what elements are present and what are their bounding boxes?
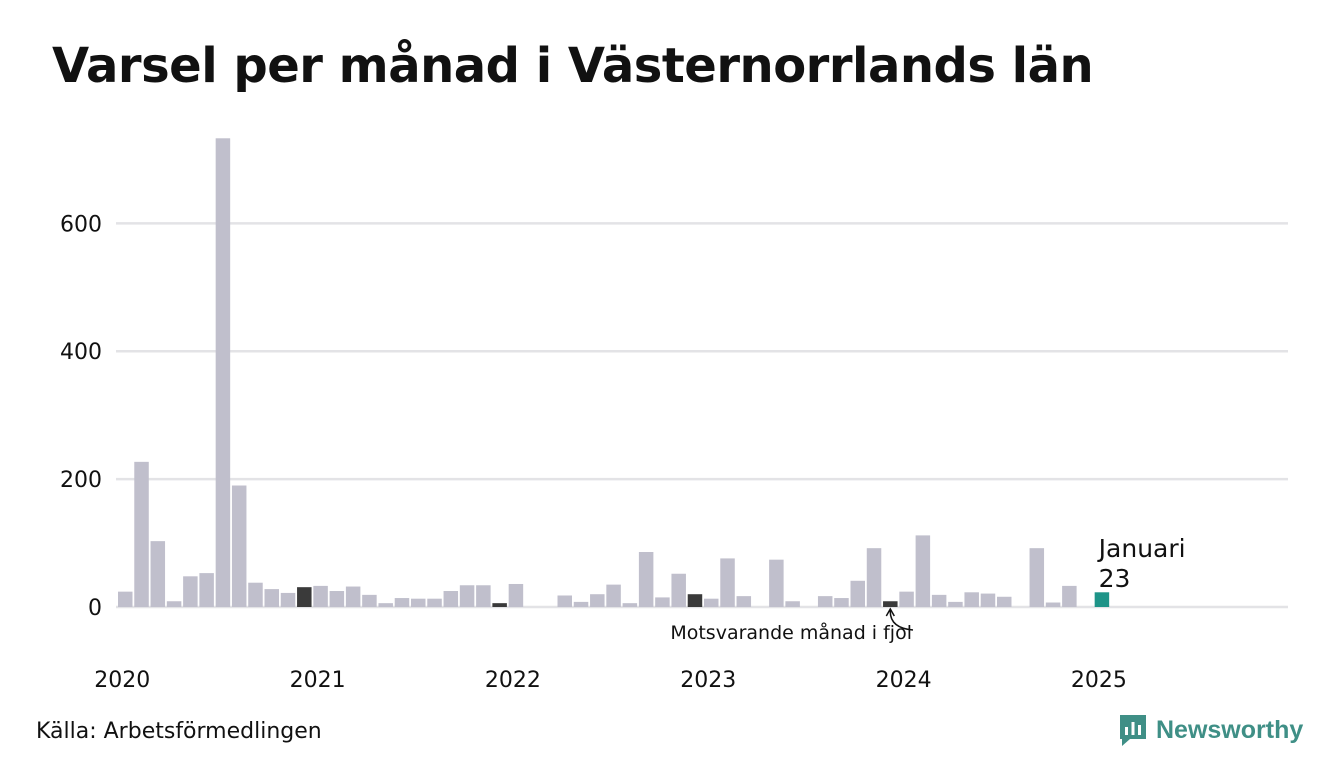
bar-2022-12 <box>687 594 703 607</box>
bar-2023-05 <box>769 559 784 607</box>
bar-2024-09 <box>1029 548 1045 607</box>
bar-2021-07 <box>411 598 426 607</box>
bar-2024-05 <box>964 592 979 607</box>
bar-2023-03 <box>736 596 752 607</box>
bar-2025-01 <box>1094 592 1110 607</box>
newsworthy-logo-icon <box>1120 715 1146 746</box>
bar-2021-02 <box>329 591 345 607</box>
y-axis: 0 200 400 600 <box>60 212 102 621</box>
bar-2020-10 <box>264 589 279 607</box>
bar-2021-04 <box>362 594 377 607</box>
bar-2024-04 <box>948 601 963 607</box>
bar-2021-08 <box>427 598 442 607</box>
last-year-arrow <box>889 609 914 631</box>
bar-2020-07 <box>215 138 231 607</box>
bar-2022-11 <box>671 573 686 607</box>
bar-2022-10 <box>655 597 670 607</box>
bar-2024-03 <box>931 594 947 607</box>
y-tick-label: 200 <box>60 468 102 493</box>
x-tick-label: 2024 <box>876 668 932 693</box>
bar-2024-10 <box>1045 602 1061 607</box>
bar-2021-03 <box>345 586 361 607</box>
bar-2023-01 <box>704 598 719 607</box>
source-text: Källa: Arbetsförmedlingen <box>36 719 322 744</box>
bar-2020-03 <box>150 541 166 607</box>
bar-2020-08 <box>231 485 247 607</box>
bars <box>118 138 1110 607</box>
bar-2021-01 <box>313 585 328 607</box>
bar-2024-01 <box>899 591 914 607</box>
bar-2020-11 <box>280 592 296 607</box>
bar-2022-05 <box>573 601 589 607</box>
bar-2024-02 <box>915 535 931 607</box>
y-tick-label: 600 <box>60 212 102 237</box>
bar-2020-05 <box>183 576 198 607</box>
bar-2023-06 <box>785 601 800 607</box>
bar-2020-04 <box>166 601 182 607</box>
bar-2023-11 <box>866 548 882 607</box>
chart-title: Varsel per månad i Västernorrlands län <box>52 38 1094 94</box>
bar-2022-09 <box>638 552 654 607</box>
bar-2021-10 <box>459 585 475 607</box>
bar-2023-08 <box>817 596 833 607</box>
bar-2021-05 <box>378 603 393 607</box>
bar-2020-09 <box>248 582 263 607</box>
x-tick-label: 2025 <box>1071 668 1127 693</box>
bar-2022-07 <box>606 584 621 607</box>
bar-2022-06 <box>590 594 605 607</box>
bar-2021-09 <box>443 591 459 607</box>
bar-2020-01 <box>118 591 133 607</box>
bar-2022-01 <box>508 583 524 607</box>
bar-2020-06 <box>199 573 214 607</box>
y-tick-label: 0 <box>88 596 102 621</box>
bar-2024-11 <box>1062 585 1077 607</box>
bar-2023-10 <box>850 580 865 607</box>
last-year-label: Motsvarande månad i fjol <box>670 621 912 644</box>
bar-2023-09 <box>834 598 849 607</box>
bar-2020-02 <box>134 461 149 607</box>
current-month-value: 23 <box>1099 564 1131 593</box>
newsworthy-logo: Newsworthy <box>1118 713 1303 747</box>
current-month-label: Januari <box>1097 534 1186 563</box>
bar-2021-11 <box>476 585 491 607</box>
bar-2023-02 <box>720 558 735 607</box>
x-tick-label: 2021 <box>290 668 346 693</box>
last-year-arrowhead <box>885 607 895 617</box>
brand-name: Newsworthy <box>1156 715 1304 744</box>
bar-2024-06 <box>980 593 996 607</box>
bar-2022-04 <box>557 595 572 607</box>
bar-2021-12 <box>492 603 507 607</box>
y-tick-label: 400 <box>60 340 102 365</box>
bar-2021-06 <box>394 598 410 607</box>
x-axis: 2020 2021 2022 2023 2024 2025 <box>94 668 1127 693</box>
bar-2023-12 <box>883 601 898 607</box>
bar-2022-08 <box>622 603 638 607</box>
x-tick-label: 2020 <box>94 668 150 693</box>
x-tick-label: 2022 <box>485 668 541 693</box>
bar-2024-07 <box>997 596 1012 607</box>
bar-2020-12 <box>297 587 312 607</box>
x-tick-label: 2023 <box>680 668 736 693</box>
